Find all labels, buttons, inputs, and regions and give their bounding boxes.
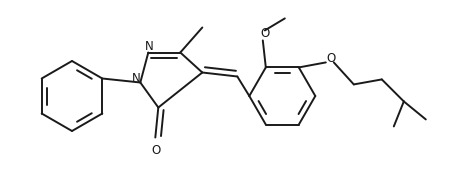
Text: O: O <box>260 27 269 40</box>
Text: O: O <box>326 52 335 65</box>
Text: N: N <box>132 72 141 85</box>
Text: N: N <box>145 40 154 53</box>
Text: O: O <box>152 144 161 157</box>
